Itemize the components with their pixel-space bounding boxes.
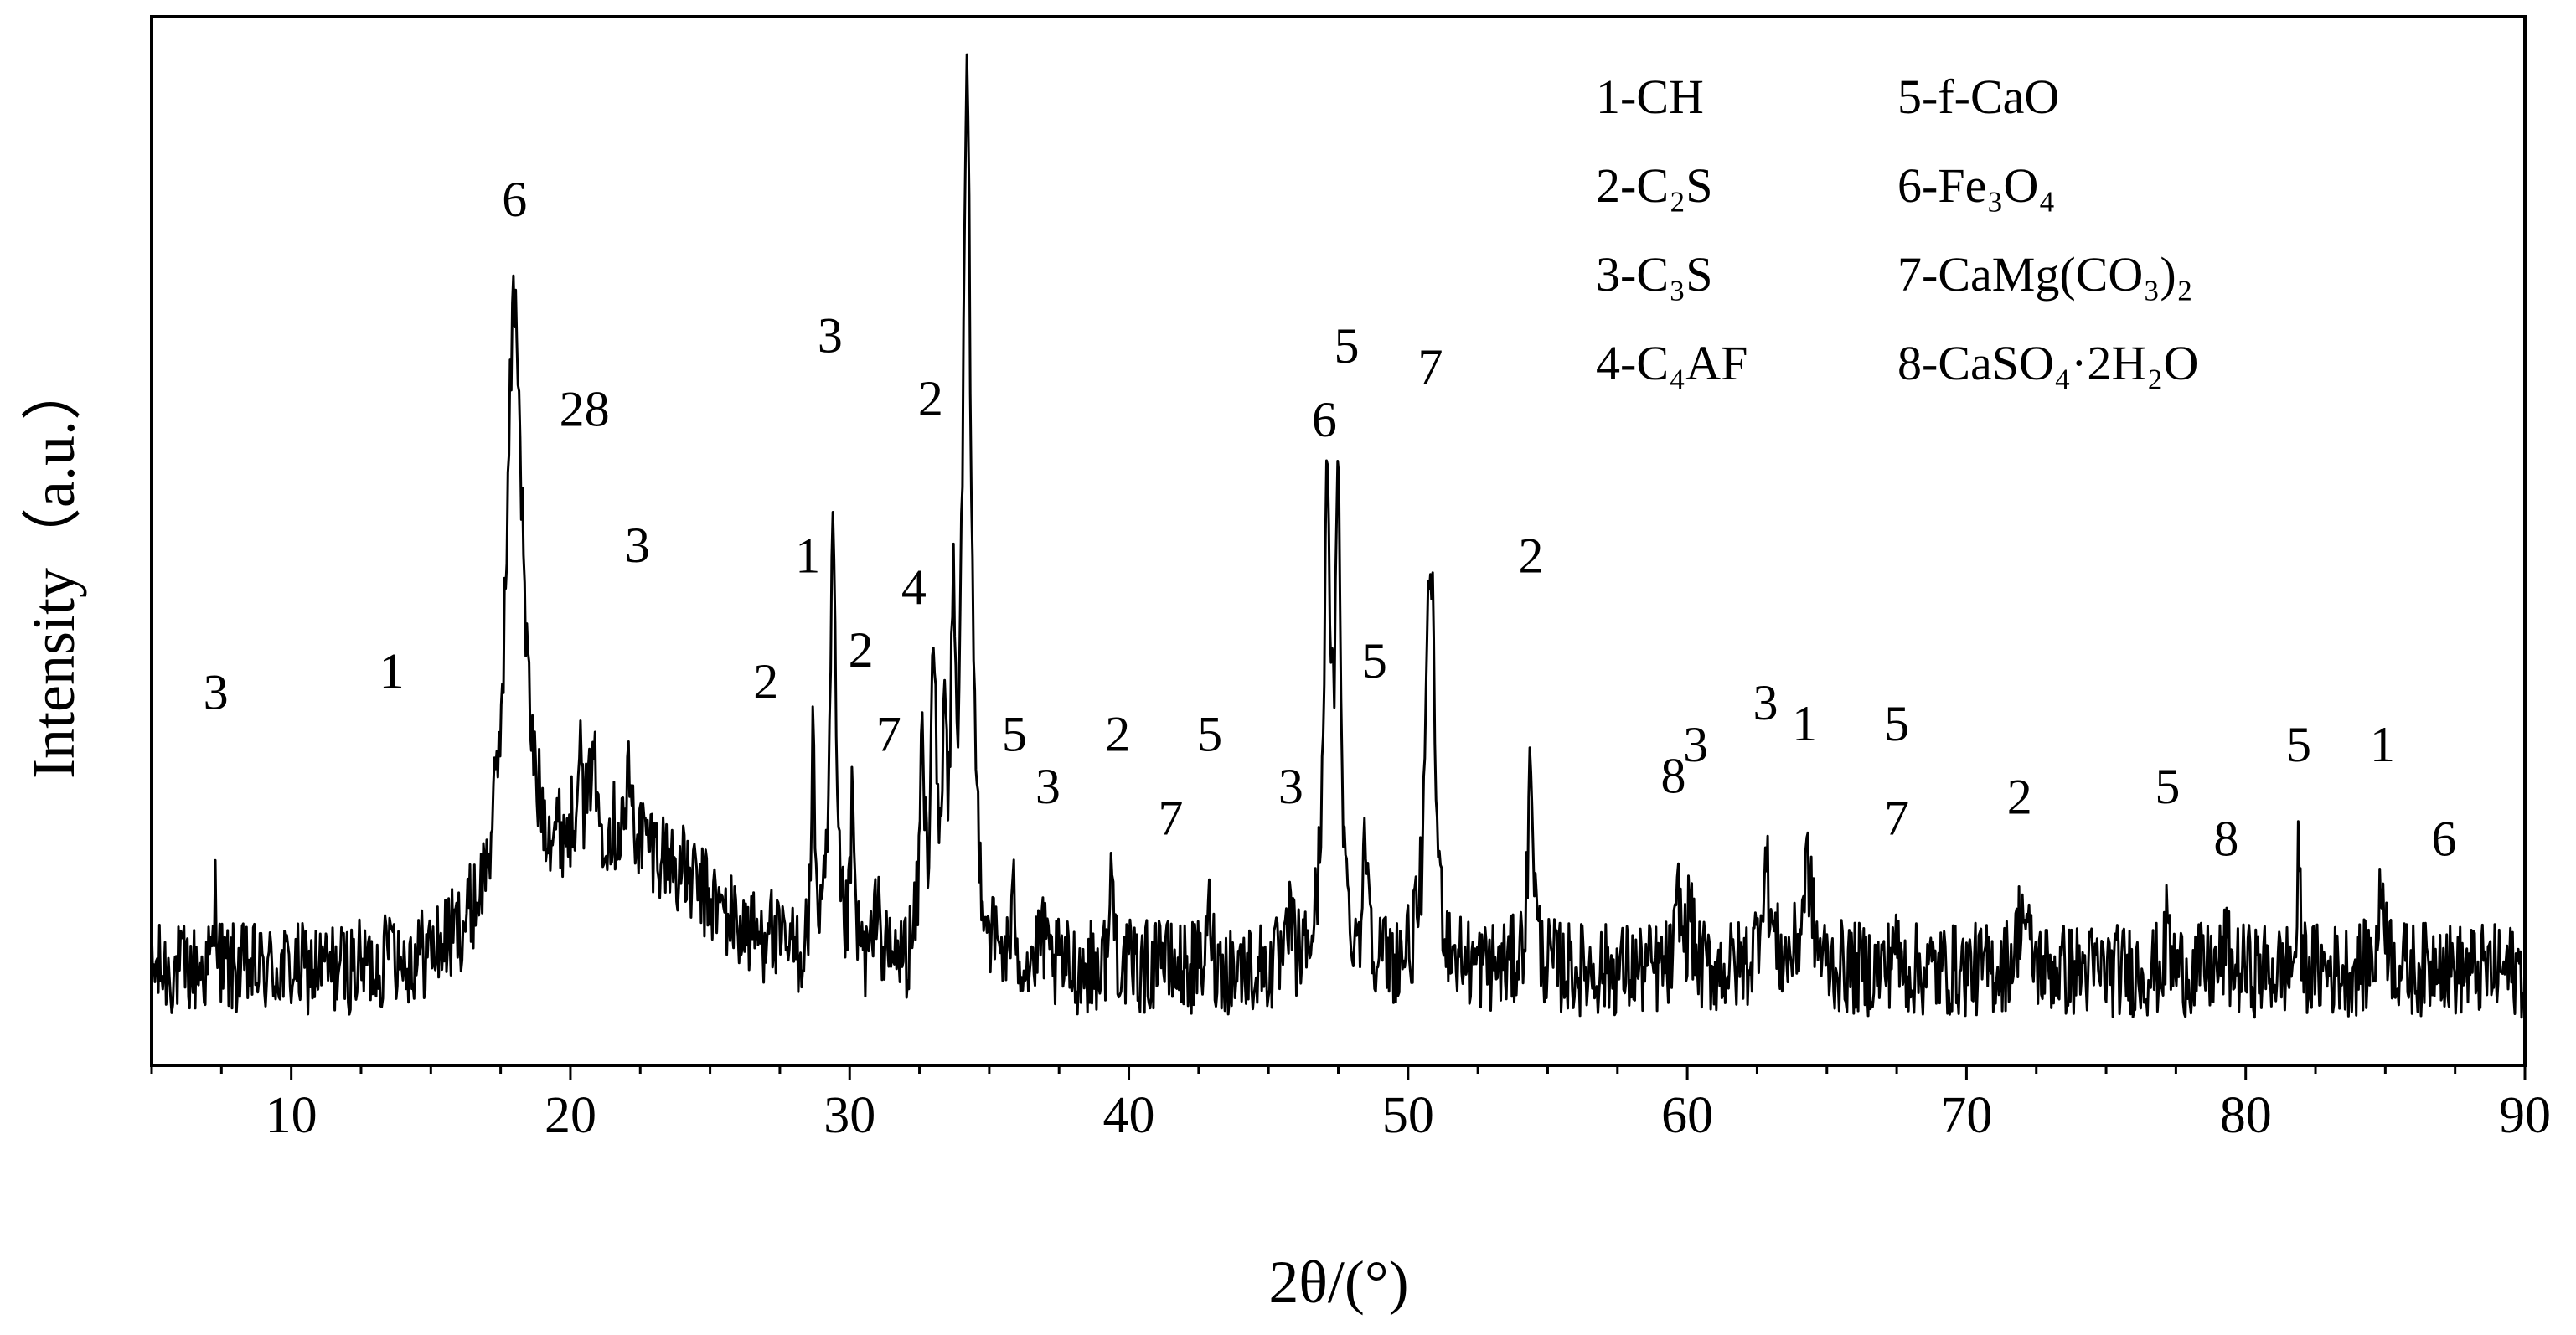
peak-label: 7: [1159, 791, 1184, 846]
x-tick-label: 80: [2220, 1087, 2272, 1144]
peak-label: 7: [1884, 791, 1909, 846]
peak-label: 1: [2370, 717, 2395, 772]
peak-label: 4: [901, 559, 927, 615]
peak-label: 5: [1197, 706, 1222, 761]
x-axis-tick-labels: 10 20 30 40 50 60 70 80 90: [266, 1087, 2551, 1144]
peak-label: 5: [2286, 717, 2311, 772]
peak-label: 2: [918, 371, 943, 426]
peak-label: 2: [753, 654, 778, 709]
peak-label: 7: [876, 706, 901, 761]
peak-label: 2: [2007, 770, 2032, 825]
peak-label: 2: [949, 0, 974, 7]
peak-label: 6: [1312, 392, 1337, 447]
peak-label: 1: [795, 528, 820, 584]
peak-label: 3: [818, 308, 843, 363]
legend-item-8: 8-CaSO₄·2H₂O: [1897, 336, 2198, 390]
peak-label: 3: [625, 518, 650, 573]
x-tick-label: 30: [823, 1087, 875, 1144]
x-axis-ticks: [150, 1065, 2527, 1080]
peak-label: 6: [502, 172, 527, 227]
peak-labels: 3162832132742253275365572833157258516: [204, 0, 2457, 867]
peak-label: 3: [1035, 759, 1061, 814]
legend-item-3: 3-C₃S: [1596, 247, 1712, 302]
peak-label: 1: [1792, 696, 1817, 751]
legend-item-4: 4-C₄AF: [1596, 336, 1747, 390]
peak-label: 6: [2431, 812, 2456, 867]
x-axis-title: 2θ/(°): [1268, 1249, 1408, 1316]
peak-label: 5: [2155, 759, 2180, 814]
peak-label: 3: [204, 664, 229, 719]
x-tick-label: 40: [1103, 1087, 1155, 1144]
peak-label: 8: [2213, 812, 2238, 867]
peak-label: 8: [1660, 748, 1685, 803]
peak-label: 3: [1753, 675, 1778, 730]
peak-label: 5: [1334, 318, 1359, 374]
peak-label: 2: [1105, 706, 1130, 761]
peak-label: 5: [1362, 633, 1387, 688]
x-tick-label: 50: [1382, 1087, 1434, 1144]
x-tick-label: 70: [1940, 1087, 1992, 1144]
legend-item-5: 5-f-CaO: [1897, 70, 2059, 124]
peak-label: 3: [1683, 717, 1708, 772]
xrd-pattern-line: [150, 53, 2527, 1019]
peak-label: 2: [849, 622, 874, 678]
peak-label: 28: [560, 381, 610, 436]
peak-label: 1: [379, 643, 405, 698]
legend-item-2: 2-C₂S: [1596, 158, 1712, 213]
y-axis-title: Intensity（a.u.）: [20, 360, 87, 779]
legend-item-7: 7-CaMg(CO₃)₂: [1897, 247, 2193, 302]
x-tick-label: 10: [266, 1087, 317, 1144]
legend-item-6: 6-Fe₃O₄: [1897, 158, 2056, 213]
peak-label: 3: [1278, 759, 1303, 814]
x-tick-label: 20: [545, 1087, 596, 1144]
x-tick-label: 60: [1661, 1087, 1713, 1144]
peak-label: 5: [1884, 696, 1909, 751]
peak-label: 5: [1002, 706, 1027, 761]
peak-label: 2: [1518, 528, 1543, 584]
x-tick-label: 90: [2499, 1087, 2551, 1144]
legend-item-1: 1-CH: [1596, 70, 1704, 124]
legend: 1-CH 2-C₂S 3-C₃S 4-C₄AF 5-f-CaO 6-Fe₃O₄ 7-CaMg…: [1596, 70, 2198, 390]
peak-label: 7: [1417, 339, 1443, 394]
